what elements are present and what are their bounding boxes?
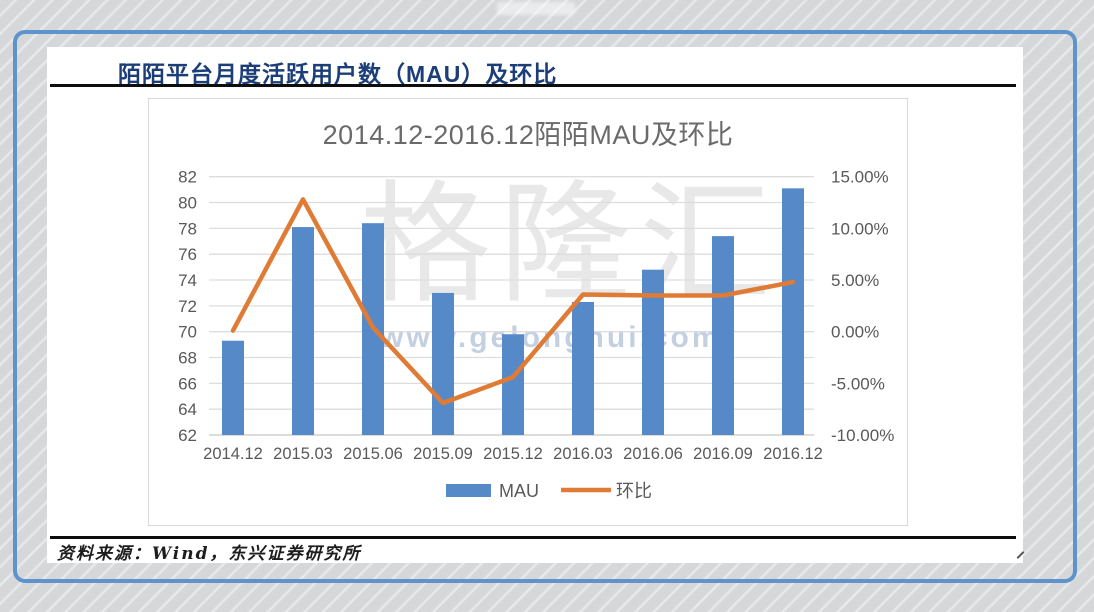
- mau-bar: [642, 269, 664, 435]
- faint-top-watermark: [497, 2, 575, 15]
- x-axis-tick-label: 2016.09: [693, 445, 753, 463]
- x-axis-tick-label: 2015.09: [413, 445, 473, 463]
- x-axis-tick-label: 2016.06: [623, 445, 683, 463]
- mau-bar: [572, 301, 594, 435]
- y-axis-tick-label: 76: [178, 245, 197, 264]
- y-axis-tick-label: 70: [178, 323, 197, 342]
- x-axis-tick-label: 2016.12: [763, 445, 823, 463]
- y2-axis-tick-label: -5.00%: [831, 374, 885, 393]
- footer-rule: [50, 536, 1016, 539]
- mau-bar: [712, 236, 734, 435]
- x-axis-tick-label: 2015.03: [273, 445, 333, 463]
- huanbi-line: [230, 197, 796, 406]
- y-axis-tick-label: 80: [178, 194, 197, 213]
- x-axis-tick-label: 2015.12: [483, 445, 543, 463]
- y-axis-tick-label: 62: [178, 426, 197, 445]
- title-underline: [50, 84, 1016, 87]
- y2-axis-tick-label: 15.00%: [831, 168, 889, 187]
- mau-bar: [432, 292, 454, 435]
- content-card: 陌陌平台月度活跃用户数（MAU）及环比 格隆汇 www.gelonghui.co…: [47, 47, 1025, 564]
- source-attribution: 资料来源：Wind，东兴证券研究所: [57, 544, 362, 564]
- page-title: 陌陌平台月度活跃用户数（MAU）及环比: [118, 61, 558, 87]
- mau-bar: [782, 188, 804, 435]
- x-axis-tick-label: 2014.12: [203, 445, 263, 463]
- y-axis-tick-label: 68: [178, 349, 197, 368]
- mau-bar: [292, 227, 314, 435]
- legend-label-mau: MAU: [499, 481, 539, 501]
- y2-axis-tick-label: 10.00%: [831, 219, 889, 238]
- chart-area: 格隆汇 www.gelonghui.com 2014.12-2016.12陌陌M…: [148, 98, 908, 526]
- y2-axis-tick-label: -10.00%: [831, 426, 894, 445]
- mau-bar: [502, 334, 524, 435]
- y-axis-tick-label: 74: [178, 271, 197, 290]
- chart-title: 2014.12-2016.12陌陌MAU及环比: [322, 120, 734, 150]
- y-axis-tick-label: 72: [178, 297, 197, 316]
- legend-swatch-mau: [446, 484, 491, 497]
- y-axis-tick-label: 82: [178, 168, 197, 187]
- slide-frame: [13, 30, 1077, 583]
- y-axis-tick-label: 64: [178, 400, 197, 419]
- x-axis-tick-label: 2016.03: [553, 445, 613, 463]
- y-axis-tick-label: 78: [178, 219, 197, 238]
- x-axis-tick-label: 2015.06: [343, 445, 403, 463]
- combo-chart-plot: 82 80 78 76 74 72 70 68 66 64 62 15.00% 10.00% 5.00% 0…: [178, 168, 894, 501]
- y-axis-tick-label: 66: [178, 374, 197, 393]
- y2-axis-tick-label: 0.00%: [831, 323, 879, 342]
- y2-axis-tick-label: 5.00%: [831, 271, 879, 290]
- mau-bar: [222, 340, 244, 435]
- legend-label-huanbi: 环比: [616, 481, 652, 501]
